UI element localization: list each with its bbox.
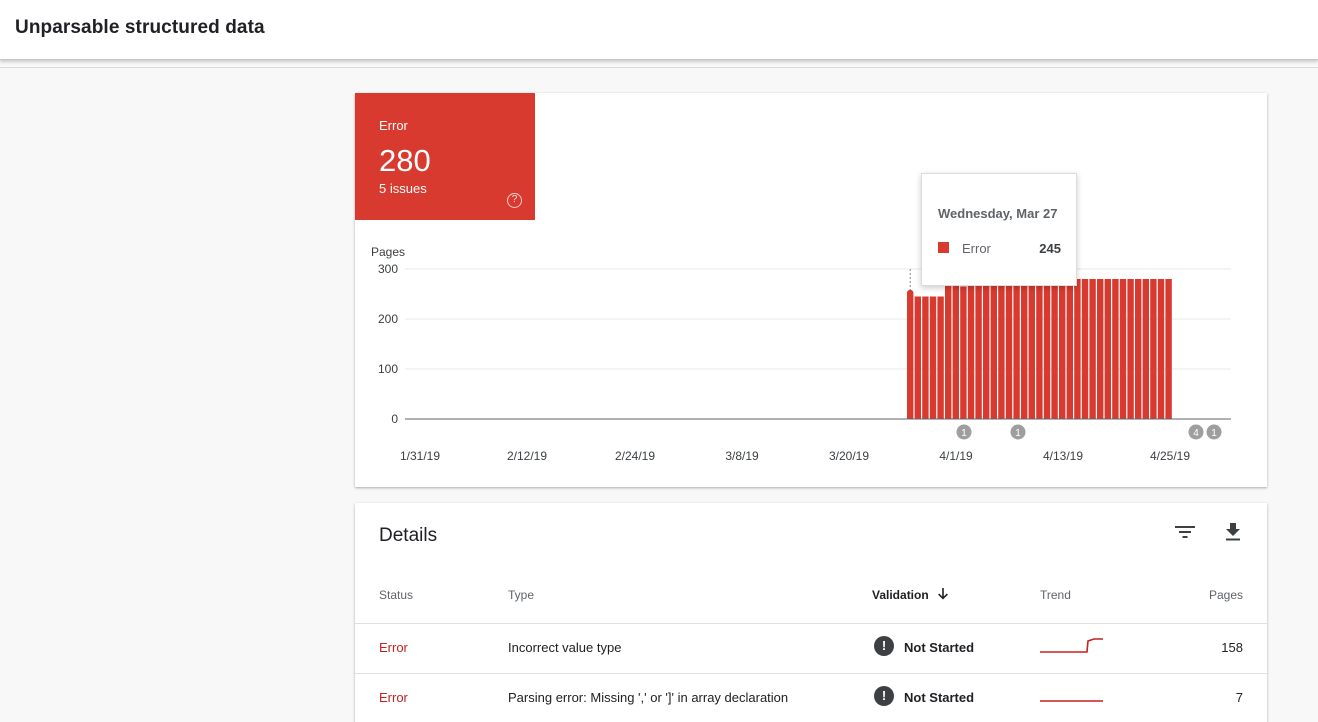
- chart-bar: [1150, 279, 1157, 419]
- error-bar-chart: Pages 300 200 100 0 1 1 4 1 1/31/19 2/12/19 2/24/19…: [371, 245, 1231, 463]
- chart-bar: [998, 279, 1005, 419]
- chart-bar: [937, 296, 944, 419]
- top-bar: Unparsable structured data: [0, 0, 1318, 60]
- table-row[interactable]: Error Parsing error: Missing ',' or ']' …: [355, 673, 1267, 722]
- x-tick-label: 1/31/19: [400, 449, 440, 463]
- divider: [0, 67, 1318, 68]
- chart-bar: [1051, 279, 1058, 419]
- chart-bar: [945, 279, 952, 419]
- y-tick-label: 0: [391, 412, 398, 426]
- chart-bar: [960, 286, 967, 419]
- annotation-badge: [956, 424, 972, 440]
- chart-bar: [1021, 279, 1028, 419]
- chart-bar: [1066, 279, 1073, 419]
- column-header-validation[interactable]: Validation: [872, 588, 948, 603]
- chart-bar: [1043, 279, 1051, 419]
- annotation-badge: [1206, 424, 1222, 440]
- error-tile-issues: 5 issues: [379, 181, 427, 196]
- details-title: Details: [379, 525, 438, 546]
- table-row[interactable]: Error Incorrect value type ! Not Started…: [355, 623, 1267, 673]
- column-header-pages[interactable]: Pages: [1208, 588, 1243, 602]
- y-axis-label: Pages: [371, 245, 405, 259]
- chart-bar: [1142, 279, 1149, 419]
- annotation-label: 4: [1193, 428, 1199, 439]
- annotation-label: 1: [961, 428, 967, 439]
- x-tick-label: 2/12/19: [507, 449, 547, 463]
- chart-bar: [1112, 279, 1119, 419]
- y-tick-label: 200: [378, 312, 398, 326]
- chart-bar: [914, 296, 921, 419]
- chart-bar: [1127, 279, 1134, 419]
- row-validation: Not Started: [904, 640, 975, 655]
- error-summary-tile[interactable]: Error 280 5 issues ?: [355, 93, 535, 220]
- chart-bar: [975, 279, 982, 419]
- y-tick-label: 100: [378, 362, 398, 376]
- chart-bar: [990, 279, 997, 419]
- exclamation-icon: !: [874, 636, 894, 656]
- chart-tooltip: Wednesday, Mar 27 Error 245: [921, 173, 1077, 286]
- divider: [355, 623, 1267, 624]
- annotation-badge: [1010, 424, 1026, 440]
- chart-bar: [1157, 279, 1165, 419]
- chart-bar: [1104, 279, 1111, 419]
- column-header-type[interactable]: Type: [508, 588, 535, 602]
- sort-arrow-down-icon: [938, 588, 948, 603]
- x-tick-label: 2/24/19: [615, 449, 655, 463]
- tooltip-swatch: [938, 242, 949, 253]
- tooltip-series-name: Error: [962, 241, 991, 256]
- trend-sparkline: [1040, 638, 1103, 653]
- chart-bar: [983, 279, 990, 419]
- filter-icon[interactable]: [1173, 520, 1197, 544]
- y-tick-label: 300: [378, 262, 398, 276]
- row-status: Error: [379, 640, 408, 655]
- divider: [355, 673, 1267, 674]
- chart-bar: [907, 293, 914, 419]
- error-tile-count: 280: [379, 143, 431, 178]
- tooltip-value: 245: [1039, 241, 1061, 256]
- row-pages: 158: [1221, 640, 1243, 655]
- chart-bar: [929, 296, 937, 419]
- annotation-label: 1: [1211, 428, 1217, 439]
- chart-bar: [1036, 279, 1043, 419]
- column-header-trend[interactable]: Trend: [1040, 588, 1071, 602]
- column-header-validation-label: Validation: [872, 588, 929, 602]
- chart-bar: [1028, 279, 1035, 419]
- details-card: Details Status Type Validation Trend Pag…: [355, 503, 1267, 722]
- chart-bar: [1013, 279, 1020, 419]
- exclamation-icon: !: [874, 686, 894, 706]
- row-validation: Not Started: [904, 690, 975, 705]
- chart-bar: [1165, 279, 1172, 419]
- chart-bar: [1074, 279, 1081, 419]
- tooltip-date: Wednesday, Mar 27: [938, 206, 1058, 221]
- chart-bar: [1081, 279, 1089, 419]
- x-tick-label: 3/20/19: [829, 449, 869, 463]
- chart-bar: [967, 279, 975, 419]
- chart-bar: [952, 279, 959, 419]
- row-type: Incorrect value type: [508, 640, 622, 655]
- download-icon[interactable]: [1221, 520, 1245, 544]
- chart-bar: [1089, 279, 1096, 419]
- row-pages: 7: [1235, 690, 1243, 705]
- chart-bar: [1005, 279, 1013, 419]
- annotation-label: 1: [1015, 428, 1021, 439]
- overview-chart-card: Error 280 5 issues ? Pages 300 200 100 0 1 1 4 1…: [355, 93, 1267, 487]
- chart-bar: [1135, 279, 1142, 419]
- chart-bar: [922, 296, 929, 419]
- x-tick-label: 4/1/19: [939, 449, 973, 463]
- x-tick-label: 4/13/19: [1043, 449, 1083, 463]
- chart-bar: [1119, 279, 1127, 419]
- row-type: Parsing error: Missing ',' or ']' in arr…: [508, 690, 789, 705]
- x-tick-label: 4/25/19: [1150, 449, 1190, 463]
- annotation-badge: [1188, 424, 1204, 440]
- help-circle-icon[interactable]: ?: [507, 193, 522, 208]
- column-header-status[interactable]: Status: [379, 588, 414, 602]
- chart-bar: [1097, 279, 1104, 419]
- chart-bar: [1059, 279, 1066, 419]
- x-tick-label: 3/8/19: [725, 449, 759, 463]
- page-title: Unparsable structured data: [15, 17, 265, 38]
- row-status: Error: [379, 690, 408, 705]
- error-tile-label: Error: [379, 118, 408, 133]
- trend-sparkline: [1040, 700, 1103, 702]
- hover-point: [907, 289, 914, 297]
